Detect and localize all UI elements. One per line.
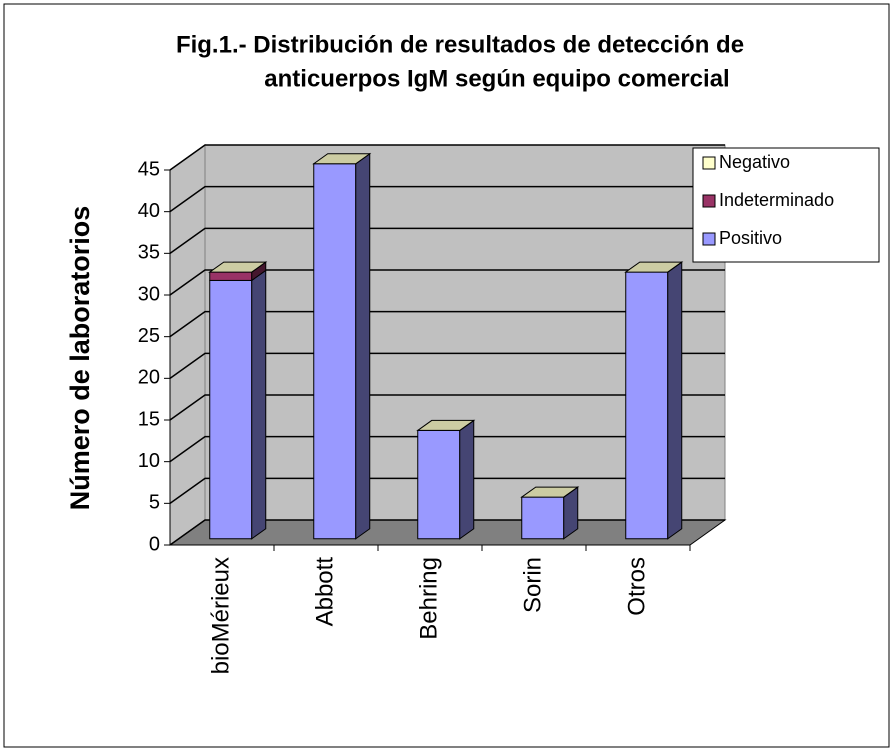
y-tick-label: 20 [138, 367, 160, 389]
legend-label: Positivo [719, 228, 782, 248]
chart-title: Fig.1.- Distribución de resultados de de… [176, 31, 744, 58]
side-wall [169, 144, 206, 546]
bar-side [355, 152, 371, 540]
bar-side [459, 419, 475, 540]
bar [417, 429, 461, 540]
grid-line [169, 310, 725, 338]
y-tick-label: 25 [138, 325, 160, 347]
bar [209, 279, 253, 540]
grid-line [169, 477, 725, 504]
bar [521, 496, 565, 540]
legend-label: Indeterminado [719, 190, 834, 210]
bar-top [416, 419, 476, 431]
bar-top [312, 153, 372, 165]
y-tick-label: 15 [138, 408, 160, 430]
legend-label: Negativo [719, 152, 790, 172]
grid-line [169, 435, 725, 463]
bar-side [251, 269, 267, 540]
grid-line [169, 269, 725, 296]
grid-line [169, 144, 725, 171]
x-tick-label: Behring [415, 557, 442, 640]
x-tick-label: Otros [623, 557, 650, 616]
bar-side [667, 261, 683, 540]
chart-title: anticuerpos IgM según equipo comercial [264, 65, 729, 92]
x-tick-label: bioMérieux [207, 557, 234, 674]
legend-swatch [702, 194, 716, 208]
bar-top [520, 486, 580, 498]
x-tick-label: Sorin [519, 557, 546, 613]
bar [625, 271, 669, 540]
y-tick-label: 5 [149, 492, 160, 514]
grid-line [169, 352, 725, 379]
y-tick-label: 35 [138, 242, 160, 264]
bar-top [208, 261, 268, 273]
bar [313, 163, 357, 540]
grid-line [169, 227, 725, 254]
y-tick-label: 45 [138, 158, 160, 180]
x-tick-label: Abbott [311, 557, 338, 627]
legend-box [692, 147, 880, 263]
plot-area: 0 5 10 15 20 25 30 35 40 45 bioMérieux Abbott Behrin… [138, 144, 727, 674]
y-tick-label: 10 [138, 450, 160, 472]
y-tick-label: 0 [149, 533, 160, 555]
legend-swatch [702, 156, 716, 170]
y-axis-title: Número de laboratorios [65, 206, 95, 511]
grid-line [169, 185, 725, 213]
y-tick-label: 40 [138, 200, 160, 222]
y-tick-label: 30 [138, 283, 160, 305]
legend-swatch [702, 232, 716, 246]
bar [209, 271, 253, 281]
grid-line [169, 394, 725, 421]
bar-top [624, 261, 684, 273]
